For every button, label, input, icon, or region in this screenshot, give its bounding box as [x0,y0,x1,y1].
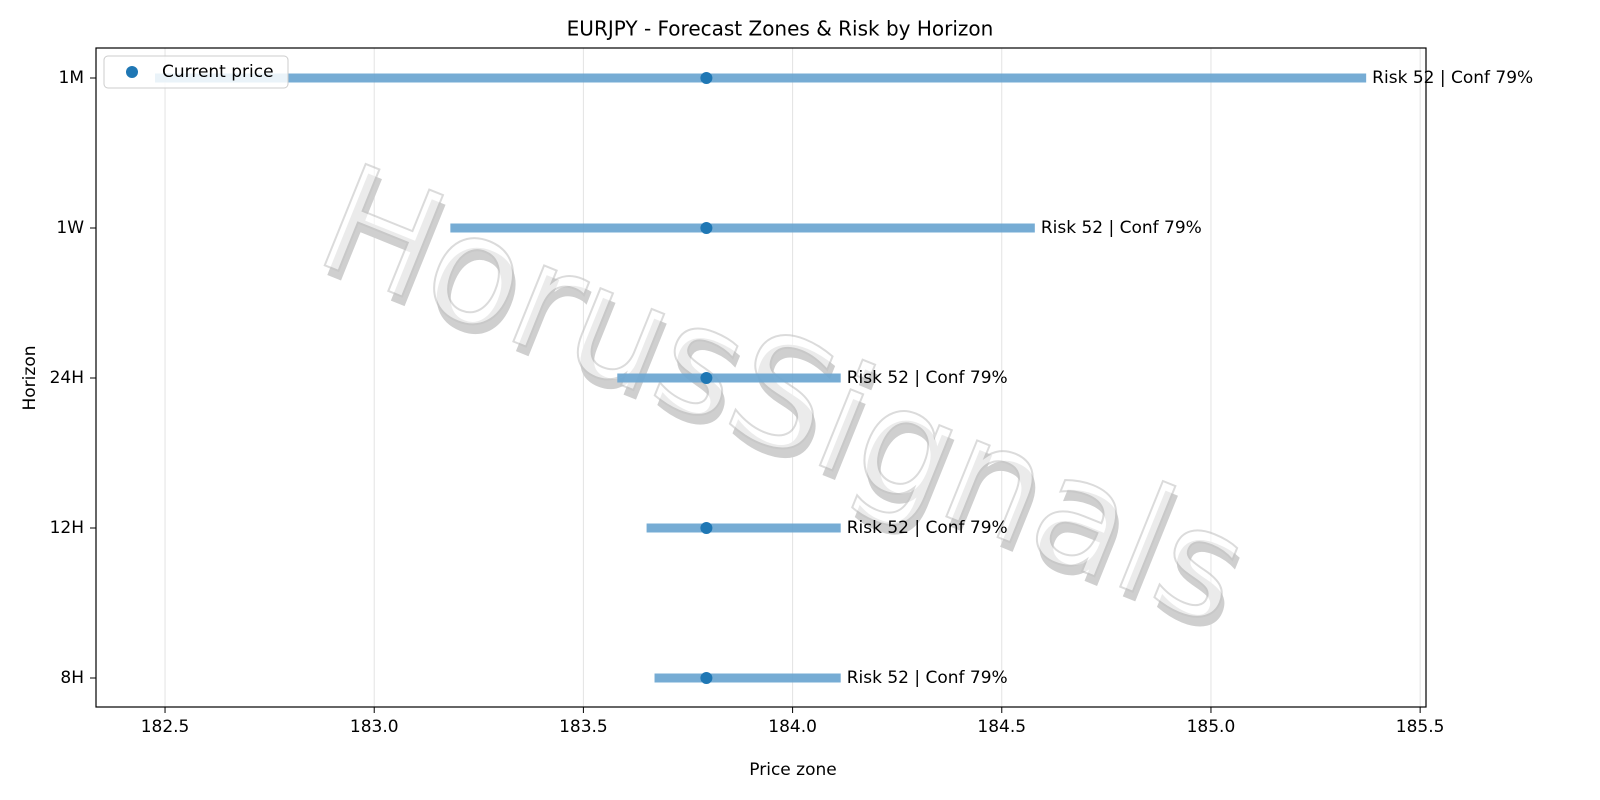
range-label: Risk 52 | Conf 79% [847,668,1008,688]
range-label: Risk 52 | Conf 79% [847,368,1008,388]
legend-marker [126,66,138,78]
x-tick-label: 182.5 [141,717,190,737]
current-price-dot [700,222,713,234]
x-tick-label: 183.0 [350,717,399,737]
x-tick-label: 184.5 [977,717,1026,737]
x-axis-label: Price zone [749,760,836,780]
y-axis-label: Horizon [20,346,40,411]
current-price-dot [700,522,713,534]
range-label: Risk 52 | Conf 79% [1041,218,1202,238]
current-price-dot [700,672,713,684]
range-label: Risk 52 | Conf 79% [847,518,1008,538]
chart-title: EURJPY - Forecast Zones & Risk by Horizo… [567,17,994,41]
y-tick-label: 24H [50,368,84,388]
legend-box [103,55,289,89]
watermark: HorusSignals [298,132,1270,660]
legend-label: Current price [162,62,274,82]
x-tick-label: 185.5 [1396,717,1445,737]
x-tick-label: 183.5 [559,717,608,737]
plot-frame [95,47,1427,708]
range-label: Risk 52 | Conf 79% [1372,68,1533,88]
y-tick-label: 1M [59,68,84,88]
y-tick-label: 8H [60,668,84,688]
y-tick-label: 12H [50,518,84,538]
current-price-dot [700,72,713,84]
y-tick-label: 1W [56,218,84,238]
x-tick-label: 184.0 [768,717,817,737]
current-price-dot [700,372,713,384]
x-tick-label: 185.0 [1187,717,1236,737]
